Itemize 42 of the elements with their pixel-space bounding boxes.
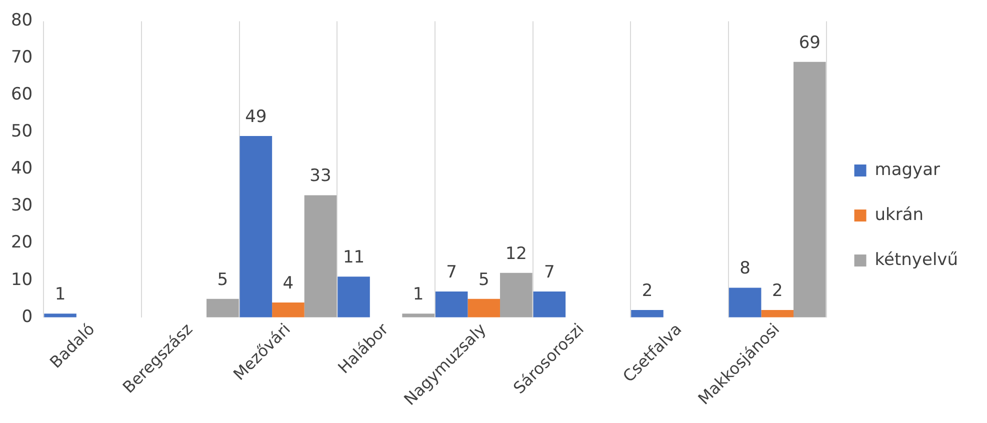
legend-label: ukrán xyxy=(874,204,924,225)
data-label: 4 xyxy=(282,273,294,294)
y-tick-label: 40 xyxy=(10,158,33,179)
data-label: 12 xyxy=(505,244,527,264)
y-tick-label: 30 xyxy=(10,196,33,216)
y-tick-label: 10 xyxy=(10,270,33,290)
data-label: 1 xyxy=(412,284,424,305)
bar xyxy=(338,276,370,318)
data-label: 5 xyxy=(217,270,228,290)
data-label: 8 xyxy=(740,258,750,279)
bar xyxy=(402,314,434,318)
data-label: 2 xyxy=(772,280,783,301)
data-label: 49 xyxy=(245,106,267,127)
y-tick-label: 60 xyxy=(10,84,33,105)
bar xyxy=(240,136,272,318)
bar xyxy=(435,291,468,318)
bar xyxy=(272,302,304,318)
y-tick-label: 20 xyxy=(10,232,33,253)
data-label: 5 xyxy=(478,270,490,290)
data-label: 7 xyxy=(446,262,458,282)
bar xyxy=(206,298,239,318)
bar xyxy=(631,310,664,318)
bar xyxy=(468,298,500,318)
y-tick-label: 50 xyxy=(10,122,33,142)
bar xyxy=(44,314,76,318)
y-tick-label: 0 xyxy=(22,306,33,327)
data-label: 69 xyxy=(798,32,820,53)
legend-label: magyar xyxy=(874,160,940,180)
bar xyxy=(728,288,762,318)
data-label: 33 xyxy=(310,166,332,186)
legend-label: kétnyelvű xyxy=(874,250,958,270)
y-tick-label: 80 xyxy=(10,10,33,31)
bar xyxy=(304,195,337,318)
data-label: 7 xyxy=(544,262,555,282)
bar xyxy=(761,310,794,318)
bar xyxy=(533,291,566,318)
bar xyxy=(500,272,532,318)
bar xyxy=(794,62,826,318)
data-label: 1 xyxy=(54,284,66,305)
data-label: 11 xyxy=(342,248,365,268)
y-tick-label: 70 xyxy=(10,48,33,68)
data-label: 2 xyxy=(642,280,653,301)
